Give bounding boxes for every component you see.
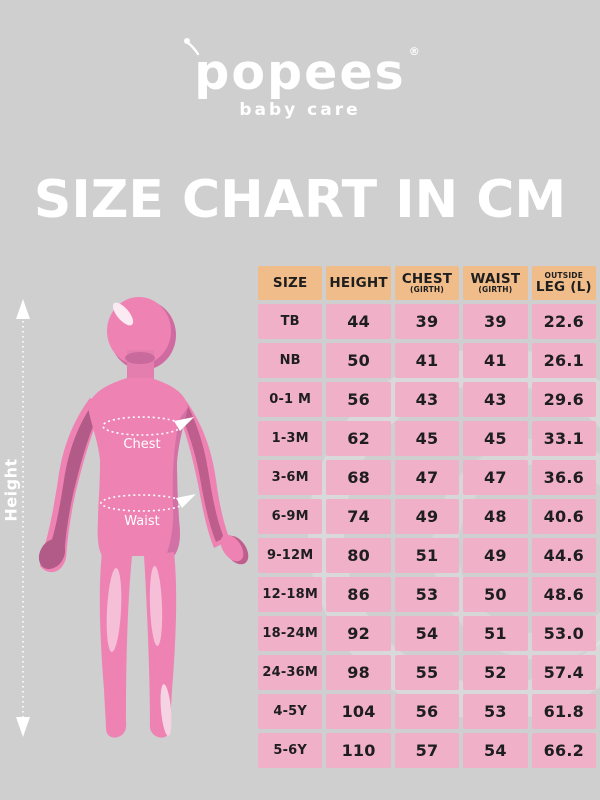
value-cell: 45 (463, 421, 528, 456)
size-cell: 12-18M (258, 577, 323, 612)
value-cell: 44 (326, 304, 391, 339)
figure-torso (88, 378, 188, 556)
size-cell: 4-5Y (258, 694, 323, 729)
chest-arrow-icon (174, 417, 194, 431)
value-cell: 62 (326, 421, 391, 456)
column-header-label: HEIGHT (329, 274, 388, 291)
size-cell: 5-6Y (258, 733, 323, 768)
brand-tagline: baby care (239, 100, 361, 120)
size-cell: 6-9M (258, 499, 323, 534)
brand-name: Popees (194, 44, 406, 101)
value-cell: 26.1 (531, 343, 596, 378)
chest-label: Chest (123, 437, 160, 452)
baby-figure: Chest Waist (38, 297, 249, 738)
value-cell: 98 (326, 655, 391, 690)
value-cell: 44.6 (531, 538, 596, 573)
value-cell: 47 (394, 460, 460, 495)
value-cell: 41 (394, 343, 460, 378)
value-cell: 45 (394, 421, 460, 456)
figure-leg-highlight (149, 566, 163, 646)
size-cell: 1-3M (258, 421, 323, 456)
size-cell: 18-24M (258, 616, 323, 651)
value-cell: 66.2 (531, 733, 596, 768)
value-cell: 54 (394, 616, 460, 651)
value-cell: 50 (463, 577, 528, 612)
column-header-label: CHEST (401, 270, 453, 287)
figure-right-leg (144, 552, 177, 738)
column-header: HEIGHT (326, 266, 391, 300)
value-cell: 39 (394, 304, 460, 339)
value-cell: 41 (463, 343, 528, 378)
value-cell: 74 (326, 499, 391, 534)
column-header-sub: OUTSIDE (544, 270, 584, 280)
value-cell: 49 (394, 499, 460, 534)
column-header-label: WAIST (470, 270, 521, 287)
column-header-label: LEG (L) (535, 278, 592, 295)
size-cell: TB (258, 304, 323, 339)
size-cell: NB (258, 343, 323, 378)
waist-label: Waist (124, 514, 159, 529)
bee-antenna-icon (182, 36, 204, 61)
value-cell: 55 (394, 655, 460, 690)
value-cell: 57 (394, 733, 460, 768)
waist-arrow-icon (176, 494, 196, 508)
height-measure-arrow (16, 299, 30, 737)
height-label: Height (1, 458, 21, 522)
value-cell: 33.1 (531, 421, 596, 456)
value-cell: 53 (394, 577, 460, 612)
size-cell: 3-6M (258, 460, 323, 495)
value-cell: 40.6 (531, 499, 596, 534)
figure-right-hand (220, 534, 244, 562)
column-header-sub: (GIRTH) (409, 285, 445, 295)
value-cell: 43 (394, 382, 460, 417)
value-cell: 104 (326, 694, 391, 729)
value-cell: 57.4 (531, 655, 596, 690)
value-cell: 52 (463, 655, 528, 690)
value-cell: 47 (463, 460, 528, 495)
brand-logo: Popees ® baby care (0, 38, 600, 120)
size-table: SIZE HEIGHT CHEST (GIRTH) WAIST (GIRTH) OUTSID… (258, 266, 596, 768)
figure-left-arm-shadow (46, 402, 102, 567)
value-cell: 49 (463, 538, 528, 573)
value-cell: 110 (326, 733, 391, 768)
value-cell: 50 (326, 343, 391, 378)
value-cell: 92 (326, 616, 391, 651)
page-title: SIZE CHART IN CM (33, 170, 567, 230)
figure-shin-highlight (160, 684, 172, 736)
value-cell: 86 (326, 577, 391, 612)
figure-torso-shadow (166, 407, 188, 556)
figure-neck-shadow (125, 352, 155, 364)
value-cell: 54 (463, 733, 528, 768)
value-cell: 36.6 (531, 460, 596, 495)
size-cell: 0-1 M (258, 382, 323, 417)
value-cell: 53 (463, 694, 528, 729)
value-cell: 51 (463, 616, 528, 651)
size-cell: 24-36M (258, 655, 323, 690)
value-cell: 53.0 (531, 616, 596, 651)
value-cell: 48.6 (531, 577, 596, 612)
figure-leg-highlight (106, 568, 122, 652)
size-cell: 9-12M (258, 538, 323, 573)
figure-right-arm-shadow (176, 398, 224, 542)
value-cell: 22.6 (531, 304, 596, 339)
value-cell: 56 (394, 694, 460, 729)
column-header-sub: (GIRTH) (478, 285, 513, 295)
column-header: SIZE (258, 266, 323, 300)
value-cell: 29.6 (531, 382, 596, 417)
column-header: WAIST (GIRTH) (463, 266, 528, 300)
registered-mark: ® (408, 45, 420, 58)
value-cell: 68 (326, 460, 391, 495)
column-header-label: SIZE (272, 274, 308, 291)
figure-left-hand (38, 538, 66, 570)
figure-head-highlight (112, 302, 134, 326)
value-cell: 61.8 (531, 694, 596, 729)
value-cell: 43 (463, 382, 528, 417)
value-cell: 48 (463, 499, 528, 534)
column-header: OUTSIDE LEG (L) (531, 266, 596, 300)
value-cell: 51 (394, 538, 460, 573)
value-cell: 80 (326, 538, 391, 573)
column-header: CHEST (GIRTH) (394, 266, 460, 300)
value-cell: 39 (463, 304, 528, 339)
value-cell: 56 (326, 382, 391, 417)
